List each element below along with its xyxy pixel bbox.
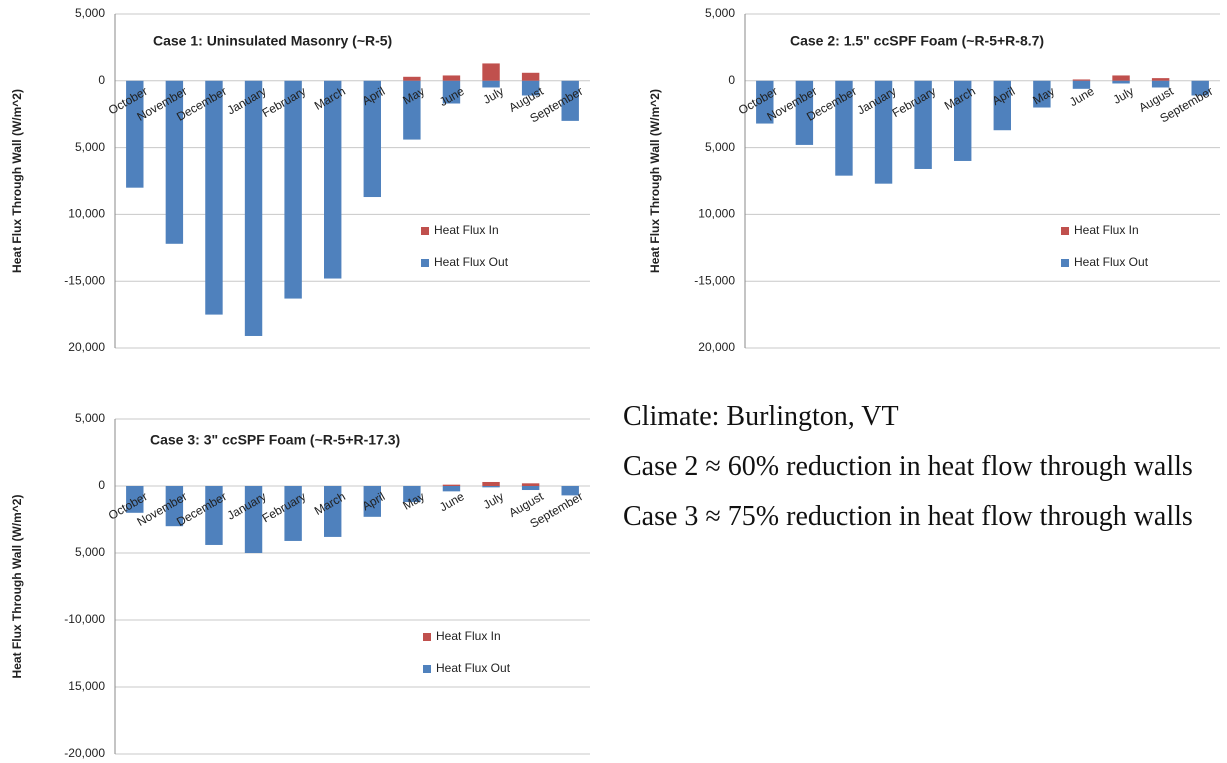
chart-title: Case 1: Uninsulated Masonry (~R-5): [153, 33, 392, 49]
bar: [324, 486, 342, 537]
bar: [205, 486, 223, 545]
x-tick-label: June: [437, 84, 467, 109]
bar: [442, 75, 461, 81]
bar: [205, 80, 223, 315]
legend-swatch: [1061, 227, 1069, 235]
bar: [126, 80, 144, 188]
legend-swatch: [421, 227, 429, 235]
bar: [521, 483, 540, 486]
bar: [363, 80, 381, 198]
bar: [521, 72, 540, 81]
bar: [1151, 78, 1170, 81]
bar: [521, 80, 540, 96]
y-tick-label: -10,000: [64, 612, 105, 626]
y-tick-label: 10,000: [68, 207, 105, 221]
bar: [126, 486, 144, 513]
y-tick-label: -15,000: [64, 273, 105, 287]
y-tick-label: 5,000: [705, 140, 735, 154]
y-tick-label: 5,000: [75, 6, 105, 20]
bar: [795, 80, 814, 145]
y-tick-label: 0: [728, 73, 735, 87]
legend-swatch: [423, 633, 431, 641]
y-tick-label: 5,000: [75, 411, 105, 425]
bar: [403, 80, 421, 140]
bar: [1033, 80, 1051, 108]
bar: [756, 80, 774, 124]
bar: [1112, 75, 1130, 81]
legend-swatch: [421, 259, 429, 267]
notes: Climate: Burlington, VT Case 2 ≈ 60% red…: [623, 400, 1213, 550]
bar: [1191, 80, 1209, 96]
bar: [1112, 80, 1130, 84]
bar: [1072, 79, 1091, 81]
legend-swatch: [1061, 259, 1069, 267]
y-axis-label: Heat Flux Through Wall (W/m^2): [10, 89, 24, 273]
bar: [244, 486, 263, 553]
chart-title: Case 3: 3" ccSPF Foam (~R-5+R-17.3): [150, 432, 400, 448]
bar: [1072, 80, 1091, 89]
legend-label: Heat Flux In: [434, 223, 499, 237]
bar: [165, 80, 184, 244]
note: Case 3 ≈ 75% reduction in heat flow thro…: [623, 501, 1193, 532]
legend-label: Heat Flux In: [1074, 223, 1139, 237]
y-tick-label: 5,000: [75, 545, 105, 559]
y-tick-label: 5,000: [75, 140, 105, 154]
bar: [284, 486, 302, 541]
x-tick-label: July: [481, 489, 506, 512]
bar: [993, 80, 1011, 131]
bar: [482, 486, 500, 488]
legend-label: Heat Flux In: [436, 629, 501, 643]
legend-label: Heat Flux Out: [1074, 255, 1149, 269]
x-tick-label: July: [1111, 84, 1136, 107]
bar: [835, 80, 853, 176]
bar: [482, 63, 500, 81]
bar: [482, 80, 500, 88]
bar: [442, 486, 461, 492]
legend-label: Heat Flux Out: [436, 661, 511, 675]
y-tick-label: 15,000: [68, 679, 105, 693]
legend-swatch: [423, 665, 431, 673]
chart-title: Case 2: 1.5" ccSPF Foam (~R-5+R-8.7): [790, 33, 1044, 49]
y-tick-label: -15,000: [694, 273, 735, 287]
bar: [403, 486, 421, 503]
y-tick-label: 0: [98, 73, 105, 87]
bar: [954, 80, 972, 161]
bar: [363, 486, 381, 517]
bar: [561, 486, 579, 496]
bar: [874, 80, 893, 184]
x-tick-label: June: [1067, 84, 1097, 109]
bar: [1151, 80, 1170, 88]
note: Climate: Burlington, VT: [623, 401, 899, 432]
bar: [284, 80, 302, 299]
legend-label: Heat Flux Out: [434, 255, 509, 269]
y-tick-label: 0: [98, 478, 105, 492]
y-tick-label: 5,000: [705, 6, 735, 20]
y-axis-label: Heat Flux Through Wall (W/m^2): [648, 89, 662, 273]
bar: [324, 80, 342, 279]
bar: [403, 76, 421, 81]
bar: [914, 80, 932, 169]
x-tick-label: June: [437, 489, 467, 514]
y-tick-label: 10,000: [698, 207, 735, 221]
y-axis-label: Heat Flux Through Wall (W/m^2): [10, 495, 24, 679]
bar: [482, 481, 500, 486]
y-tick-label: 20,000: [698, 340, 735, 354]
bar: [165, 486, 184, 527]
y-tick-label: -20,000: [64, 746, 105, 760]
bar: [442, 484, 461, 486]
note: Case 2 ≈ 60% reduction in heat flow thro…: [623, 451, 1193, 482]
bar: [442, 80, 461, 104]
bar: [561, 80, 579, 121]
y-tick-label: 20,000: [68, 340, 105, 354]
bar: [244, 80, 263, 336]
bar: [521, 486, 540, 491]
